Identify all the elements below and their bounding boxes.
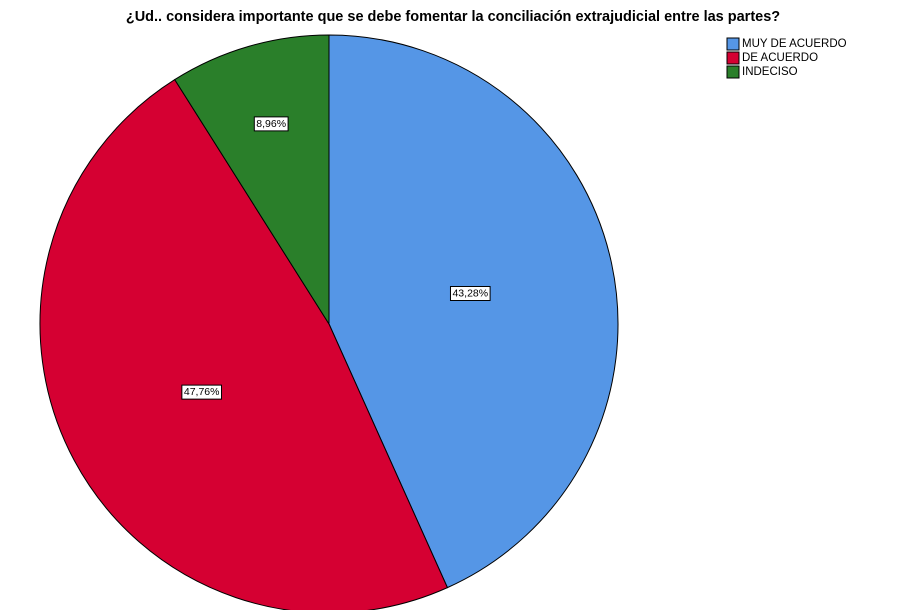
pie-slice bbox=[174, 34, 330, 326]
legend-swatch bbox=[726, 51, 740, 65]
value-label: 8,96% bbox=[256, 118, 286, 130]
pie-slice bbox=[39, 78, 449, 610]
value-label-box: 43,28% bbox=[449, 286, 491, 302]
value-label-box: 47,76% bbox=[181, 384, 222, 400]
value-label-bg bbox=[253, 116, 289, 132]
chart-title: ¿Ud.. considera importante que se debe f… bbox=[126, 9, 780, 25]
legend-swatch bbox=[726, 65, 740, 79]
value-label-box: 8,96% bbox=[253, 116, 289, 132]
legend-label: DE ACUERDO bbox=[742, 52, 818, 64]
value-label-bg bbox=[181, 384, 222, 400]
pie-slice bbox=[328, 34, 619, 589]
legend-swatch bbox=[726, 37, 740, 51]
value-label: 47,76% bbox=[184, 386, 220, 398]
value-label-bg bbox=[449, 286, 491, 302]
value-label: 43,28% bbox=[452, 288, 488, 300]
legend-label: MUY DE ACUERDO bbox=[742, 38, 847, 50]
legend-label: INDECISO bbox=[742, 66, 798, 78]
